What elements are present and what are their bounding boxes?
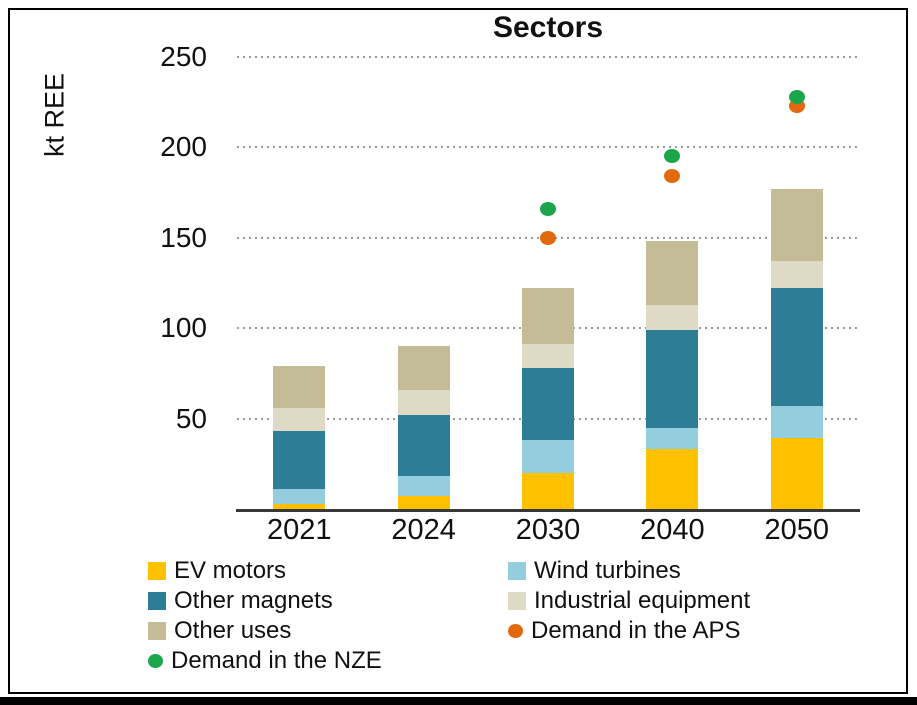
legend-label-demand-in-the-aps: Demand in the APS [531, 617, 741, 644]
y-tick-label-150: 150 [160, 221, 207, 253]
y-tick-label-250: 250 [160, 41, 207, 72]
bar-2040-segment-wind-turbines [646, 427, 699, 450]
bar-2030-segment-ev-motors [522, 472, 574, 509]
legend-swatch-other-magnets [148, 592, 166, 610]
legend-label-wind-turbines: Wind turbines [534, 557, 681, 584]
bar-2050-segment-industrial-equipment [770, 261, 823, 289]
y-tick-label-200: 200 [160, 131, 207, 163]
bar-2021-segment-other-magnets [273, 431, 326, 490]
bar-2024-segment-wind-turbines [397, 476, 450, 497]
legend-swatch-wind-turbines [508, 562, 526, 580]
legend-swatch-demand-in-the-nze [148, 654, 163, 668]
gridline-200 [237, 146, 859, 149]
legend-label-industrial-equipment: Industrial equipment [534, 587, 751, 614]
bar-2021-segment-ev-motors [273, 503, 326, 509]
legend-item-other-uses: Other uses [148, 616, 508, 646]
legend-item-demand-in-the-nze: Demand in the NZE [148, 646, 508, 676]
plot-area [237, 56, 859, 509]
x-tick-label-2021: 2021 [266, 514, 332, 546]
bar-2021-segment-other-uses [273, 366, 326, 408]
legend: EV motors Wind turbines Other magnets Indus… [148, 556, 750, 676]
bar-2050-segment-other-magnets [770, 288, 823, 406]
y-tick-label-100: 100 [160, 312, 207, 344]
demand-in-the-nze-dot-2030 [540, 201, 556, 216]
bar-2030-segment-wind-turbines [522, 440, 574, 473]
legend-swatch-industrial-equipment [508, 592, 526, 610]
gridline-250 [237, 56, 859, 58]
bar-2021-segment-wind-turbines [273, 489, 326, 504]
x-tick-label-2050: 2050 [764, 514, 830, 546]
y-tick-label-50: 50 [175, 402, 207, 434]
bar-2024-segment-other-magnets [397, 414, 450, 477]
legend-item-demand-in-the-aps: Demand in the APS [508, 616, 750, 646]
y-axis-label: kt REE [39, 72, 70, 158]
legend-item-other-magnets: Other magnets [148, 586, 508, 616]
bar-2040-segment-ev-motors [646, 449, 699, 509]
legend-item-wind-turbines: Wind turbines [508, 556, 750, 586]
legend-label-other-magnets: Other magnets [174, 587, 333, 614]
bar-2040-segment-other-uses [646, 241, 699, 305]
bar-2040-segment-other-magnets [646, 330, 699, 428]
x-tick-label-2040: 2040 [640, 514, 705, 546]
legend-label-other-uses: Other uses [174, 617, 292, 644]
legend-swatch-other-uses [148, 622, 166, 640]
bar-2030-segment-other-uses [522, 288, 574, 345]
demand-in-the-aps-dot-2040 [664, 169, 681, 184]
demand-in-the-aps-dot-2030 [540, 230, 556, 245]
legend-label-ev-motors: EV motors [174, 557, 287, 584]
x-tick-label-2024: 2024 [391, 514, 456, 546]
legend-swatch-ev-motors [148, 562, 166, 580]
demand-in-the-nze-dot-2050 [788, 89, 805, 104]
bar-2050-segment-wind-turbines [770, 405, 823, 439]
bar-2030-segment-other-magnets [522, 367, 574, 441]
legend-swatch-demand-in-the-aps [508, 624, 523, 638]
bar-2040-segment-industrial-equipment [646, 304, 699, 330]
legend-item-industrial-equipment: Industrial equipment [508, 586, 750, 616]
x-tick-label-2030: 2030 [515, 514, 581, 546]
bar-2030-segment-industrial-equipment [522, 344, 574, 368]
chart-title: Sectors [492, 11, 604, 44]
bar-2024-segment-ev-motors [397, 496, 450, 509]
bar-2021-segment-industrial-equipment [273, 407, 326, 432]
demand-in-the-nze-dot-2040 [664, 149, 681, 164]
bar-2050-segment-other-uses [770, 188, 823, 262]
legend-label-demand-in-the-nze: Demand in the NZE [171, 647, 382, 674]
legend-item-ev-motors: EV motors [148, 556, 508, 586]
x-axis-line [236, 509, 860, 512]
bar-2024-segment-industrial-equipment [397, 389, 450, 415]
bar-2050-segment-ev-motors [770, 438, 823, 509]
page-bottom-edge [0, 697, 917, 705]
bar-2024-segment-other-uses [397, 346, 450, 390]
